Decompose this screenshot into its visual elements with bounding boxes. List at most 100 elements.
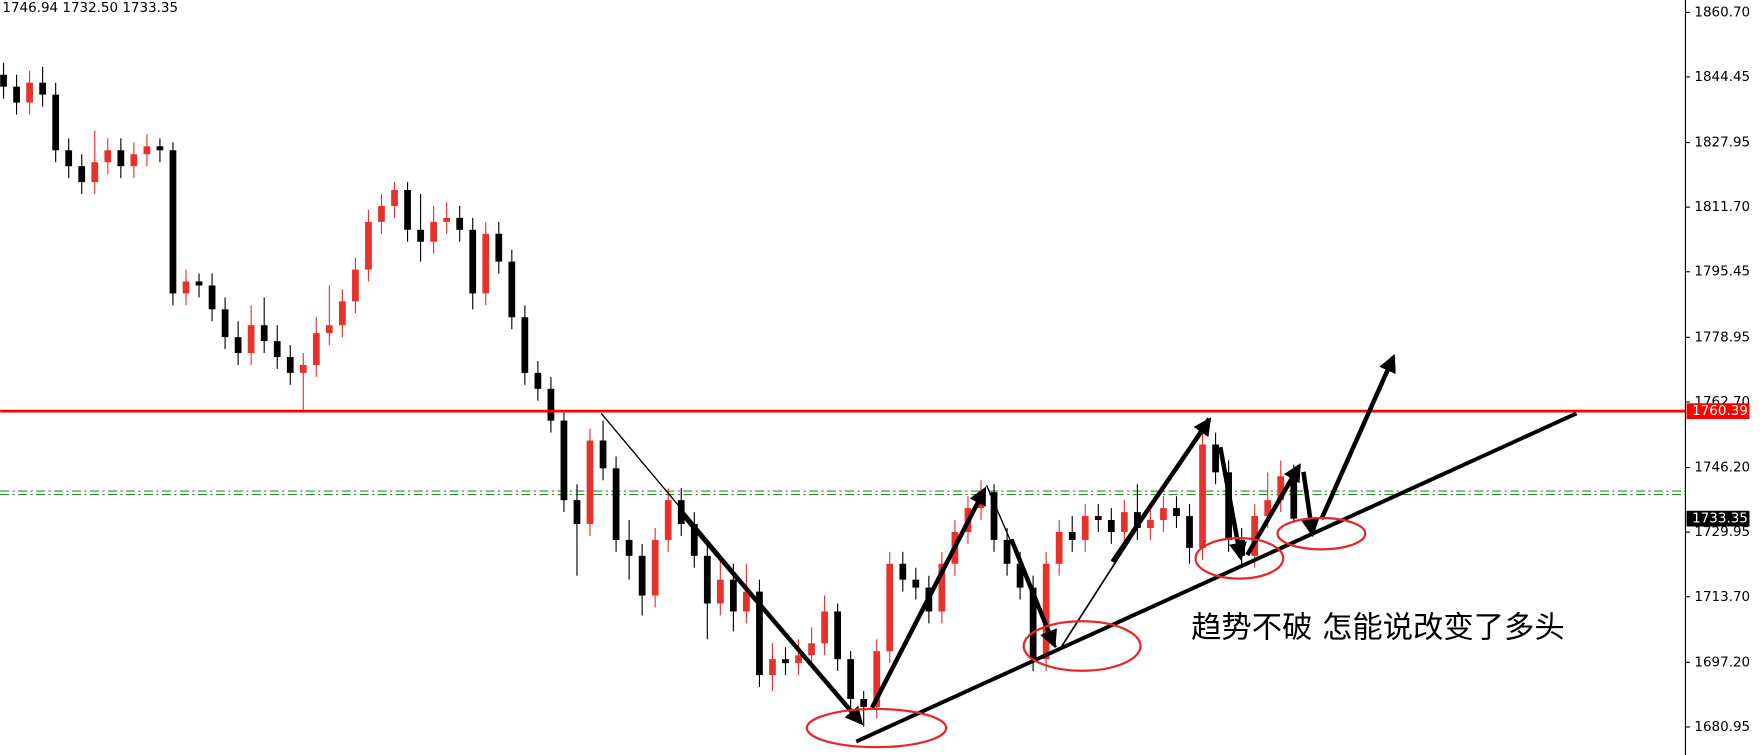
candle-body <box>26 82 33 103</box>
candle-body <box>938 563 946 612</box>
candle-body <box>990 492 998 540</box>
candle-body <box>756 591 763 676</box>
y-tick-label: 1729.95 <box>1694 524 1750 540</box>
y-tick-label: 1860.70 <box>1694 4 1750 20</box>
candle-body <box>599 440 607 469</box>
resistance-label-box <box>1686 403 1750 419</box>
candle-body <box>1081 516 1089 540</box>
candle-body <box>730 579 737 612</box>
candle-body <box>769 659 776 676</box>
candle-body <box>312 333 320 365</box>
candle-body <box>378 205 385 222</box>
candle-body <box>1029 587 1037 660</box>
candle-body <box>651 539 659 596</box>
candle-body <box>456 217 464 230</box>
candle-body <box>495 233 503 262</box>
candle-body <box>508 261 516 318</box>
candle-body <box>573 500 581 525</box>
candle-body <box>221 309 229 338</box>
candle-body <box>821 611 828 644</box>
candle-body <box>1264 500 1272 517</box>
candle-body <box>625 539 633 556</box>
candle-body <box>273 341 281 358</box>
arrow <box>870 486 987 709</box>
arrow <box>1218 446 1247 561</box>
candle-body <box>299 364 307 373</box>
candle-body <box>716 579 724 604</box>
candle-body <box>78 166 86 183</box>
y-tick-label: 1778.95 <box>1694 329 1750 345</box>
y-tick-label: 1844.45 <box>1694 69 1750 85</box>
candle-body <box>443 217 451 222</box>
candle-body <box>1016 563 1024 588</box>
candle-body <box>1120 512 1128 532</box>
candle-body <box>703 555 711 604</box>
candle-body <box>1199 444 1206 548</box>
candle-body <box>1290 476 1298 519</box>
candle-body <box>795 655 802 664</box>
candle-body <box>430 221 437 242</box>
candle-body <box>1186 516 1193 548</box>
candle-body <box>873 651 881 707</box>
candle-body <box>130 154 138 167</box>
candle-body <box>1068 531 1076 540</box>
highlight-circle <box>1276 516 1367 551</box>
y-tick-label: 1697.20 <box>1694 654 1750 670</box>
candle-body <box>860 698 868 707</box>
candle-body <box>1225 472 1232 540</box>
candle-body <box>547 388 555 421</box>
candle-body <box>1107 520 1115 532</box>
candle-body <box>156 146 164 151</box>
candle-body <box>365 221 372 270</box>
candle-body <box>1094 516 1102 521</box>
candle-body <box>260 325 268 342</box>
candle-body <box>1003 539 1011 564</box>
y-tick-label: 1746.20 <box>1694 460 1750 476</box>
candle-body <box>743 591 750 612</box>
candle-body <box>104 150 112 163</box>
candle-body <box>586 440 594 525</box>
candle-body <box>234 337 242 354</box>
candle-body <box>417 229 424 242</box>
candle-body <box>169 150 177 294</box>
highlight-circle <box>1194 537 1285 580</box>
candle-body <box>0 74 7 87</box>
candle-body <box>612 468 620 540</box>
arrow <box>1301 471 1320 538</box>
candle-body <box>65 150 73 167</box>
candle-body <box>352 269 359 302</box>
y-tick-label: 1811.70 <box>1694 199 1750 215</box>
candle-body <box>91 162 99 183</box>
candle-body <box>899 563 907 580</box>
candle-body <box>286 357 294 373</box>
candle-body <box>521 317 529 373</box>
candle-body <box>117 150 125 167</box>
trend-line <box>855 411 1578 744</box>
y-tick-label: 1795.45 <box>1694 264 1750 280</box>
highlight-circle <box>805 707 948 749</box>
price-label-box <box>1686 510 1750 527</box>
candle-body <box>325 325 333 334</box>
candle-body <box>39 82 47 95</box>
arrow <box>1110 417 1212 564</box>
candle-body <box>182 281 190 294</box>
header: 1746.94 1732.50 1733.35 <box>2 0 178 16</box>
candle-body <box>52 94 60 151</box>
resistance-label: 1760.39 <box>1692 403 1748 419</box>
candle-body <box>534 372 542 389</box>
candle-body <box>469 229 477 294</box>
annotation-text: 趋势不破 怎能说改变了多头 <box>1191 611 1565 646</box>
candle-body <box>782 659 789 664</box>
candle-body <box>847 659 855 699</box>
candle-body <box>13 86 20 103</box>
candle-body <box>690 524 698 556</box>
candle-body <box>1055 531 1063 564</box>
candle-body <box>808 643 815 656</box>
highlight-circle <box>1022 620 1142 672</box>
candle-body <box>247 325 255 354</box>
y-tick-label: 1680.95 <box>1694 719 1750 735</box>
arrow <box>678 509 864 726</box>
candle-body <box>560 420 568 501</box>
candle-body <box>391 190 398 206</box>
y-tick-label: 1713.70 <box>1694 589 1750 605</box>
